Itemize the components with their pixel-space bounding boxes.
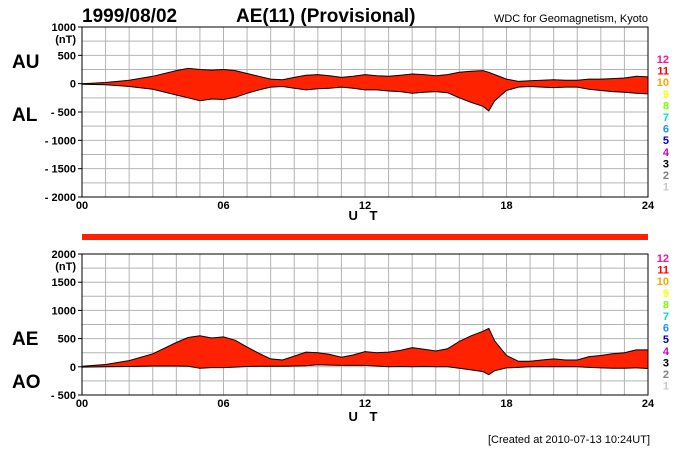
y-tick-label: 2000 bbox=[52, 249, 76, 261]
y-tick-label: 0 bbox=[70, 79, 76, 91]
chart-title: AE(11) (Provisional) bbox=[236, 6, 416, 27]
x-tick-label: 06 bbox=[217, 200, 229, 212]
band-area bbox=[82, 328, 648, 375]
level-scale-item: 10 bbox=[657, 77, 669, 89]
level-scale-item: 4 bbox=[663, 346, 670, 358]
level-scale-item: 11 bbox=[657, 265, 669, 277]
level-scale-item: 2 bbox=[663, 170, 669, 182]
level-scale-item: 11 bbox=[657, 66, 669, 78]
series-line-au bbox=[81, 67, 649, 85]
series-label-top: AU bbox=[12, 52, 39, 73]
level-scale-item: 2 bbox=[663, 369, 669, 381]
x-tick-label: 12 bbox=[359, 200, 371, 212]
x-tick-label: 18 bbox=[500, 200, 512, 212]
level-scale-item: 4 bbox=[663, 147, 670, 159]
level-scale-item: 5 bbox=[663, 334, 669, 346]
activity-strip bbox=[82, 234, 648, 240]
y-tick-label: - 1000 bbox=[45, 135, 76, 147]
level-scale-item: 8 bbox=[663, 299, 669, 311]
x-tick-label: 24 bbox=[642, 398, 655, 410]
series-line-al bbox=[81, 83, 649, 112]
y-tick-label: - 2000 bbox=[45, 192, 76, 204]
level-scale-item: 5 bbox=[663, 135, 669, 147]
level-scale-item: 3 bbox=[663, 158, 669, 170]
series-label-bottom: AL bbox=[12, 105, 38, 126]
level-scale-item: 10 bbox=[657, 276, 669, 288]
series-line-ae bbox=[81, 327, 648, 367]
x-axis-label: U T bbox=[349, 409, 382, 424]
series-label-top: AE bbox=[12, 329, 38, 350]
created-timestamp: [Created at 2010-07-13 10:24UT] bbox=[488, 434, 650, 446]
series-label-bottom: AO bbox=[12, 372, 41, 393]
y-tick-label: - 1500 bbox=[45, 164, 76, 176]
level-scale-item: 8 bbox=[663, 100, 669, 112]
panel-1: 1000 500 0 - 500 - 1000 - 1500 - 2000 (nT) 00 06 1… bbox=[12, 22, 670, 223]
level-scale-item: 12 bbox=[657, 253, 669, 265]
y-tick-label: - 500 bbox=[51, 390, 76, 402]
y-tick-label: 0 bbox=[70, 362, 76, 374]
x-tick-label: 00 bbox=[76, 398, 88, 410]
level-scale-item: 6 bbox=[663, 124, 669, 136]
level-scale-item: 7 bbox=[663, 311, 669, 323]
level-scale-item: 3 bbox=[663, 357, 669, 369]
y-tick-label: 1000 bbox=[52, 305, 76, 317]
date-label: 1999/08/02 bbox=[82, 6, 177, 27]
plot-frame bbox=[81, 253, 649, 396]
level-scale-item: 9 bbox=[663, 288, 669, 300]
level-scale-item: 9 bbox=[663, 89, 669, 101]
x-axis-label: U T bbox=[349, 208, 382, 223]
x-tick-label: 00 bbox=[76, 200, 88, 212]
unit-label: (nT) bbox=[55, 34, 76, 46]
unit-label: (nT) bbox=[55, 261, 76, 273]
level-scale-item: 6 bbox=[663, 323, 669, 335]
y-tick-label: - 500 bbox=[51, 107, 76, 119]
source-label: WDC for Geomagnetism, Kyoto bbox=[494, 13, 648, 25]
x-tick-label: 12 bbox=[359, 398, 371, 410]
y-tick-label: 500 bbox=[58, 50, 76, 62]
level-scale-item: 12 bbox=[657, 54, 669, 66]
level-scale-item: 7 bbox=[663, 112, 669, 124]
y-tick-label: 1000 bbox=[52, 22, 76, 34]
level-scale-item: 1 bbox=[663, 381, 669, 393]
x-tick-label: 24 bbox=[642, 200, 655, 212]
y-tick-label: 500 bbox=[58, 334, 76, 346]
x-tick-label: 06 bbox=[217, 398, 229, 410]
x-tick-label: 18 bbox=[500, 398, 512, 410]
level-scale-item: 1 bbox=[663, 182, 669, 194]
series-line-ao bbox=[81, 364, 649, 376]
y-tick-label: 1500 bbox=[52, 277, 76, 289]
